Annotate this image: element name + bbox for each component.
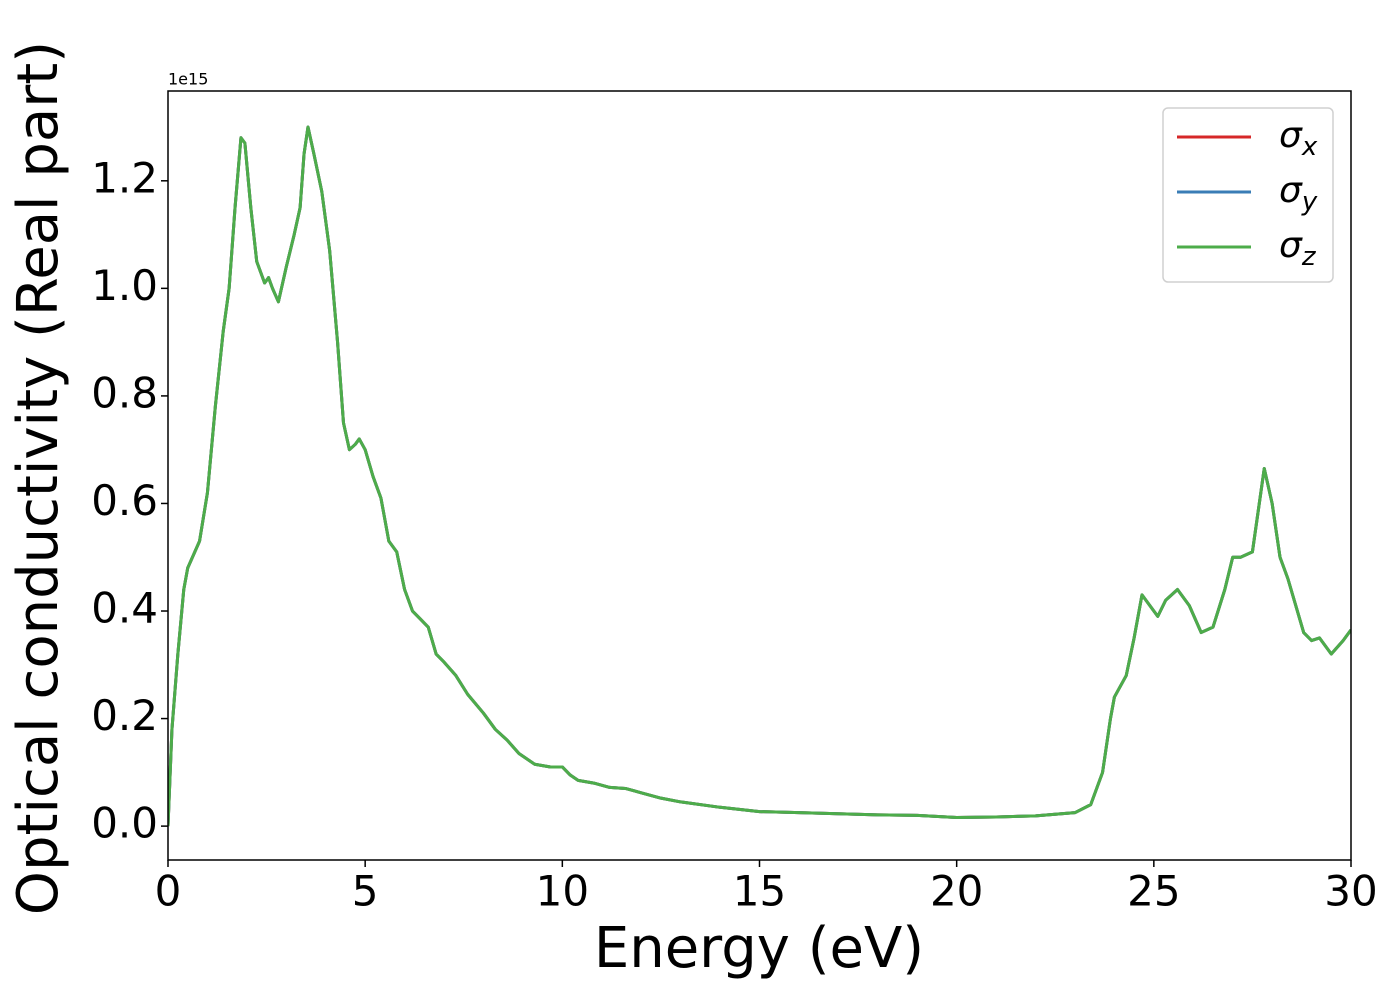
x-tick-label: 30 — [1324, 867, 1377, 916]
y-tick-label: 1.2 — [91, 153, 158, 202]
plot-frame — [167, 90, 1352, 861]
x-tick-label: 10 — [536, 867, 589, 916]
legend-label: σz — [1279, 225, 1317, 272]
y-tick-label: 0.2 — [91, 691, 158, 740]
legend-label: σx — [1279, 115, 1318, 162]
y-tick-label: 0.6 — [91, 476, 158, 525]
x-tick-label: 15 — [733, 867, 786, 916]
legend-box — [1162, 107, 1334, 283]
x-tick-label: 25 — [1127, 867, 1180, 916]
x-tick-label: 0 — [155, 867, 182, 916]
series-line — [168, 125, 1351, 827]
x-tick-label: 5 — [352, 867, 379, 916]
y-tick-label: 1.0 — [91, 261, 158, 310]
x-tick-label: 20 — [930, 867, 983, 916]
y-axis-label: Optical conductivity (Real part) — [6, 41, 71, 915]
legend-label: σy — [1279, 170, 1318, 217]
x-axis-label: Energy (eV) — [594, 916, 924, 981]
y-tick-label: 0.4 — [91, 584, 158, 633]
y-tick-label: 0.8 — [91, 368, 158, 417]
y-tick-label: 0.0 — [91, 799, 158, 848]
offset-text: 1e15 — [168, 70, 208, 89]
